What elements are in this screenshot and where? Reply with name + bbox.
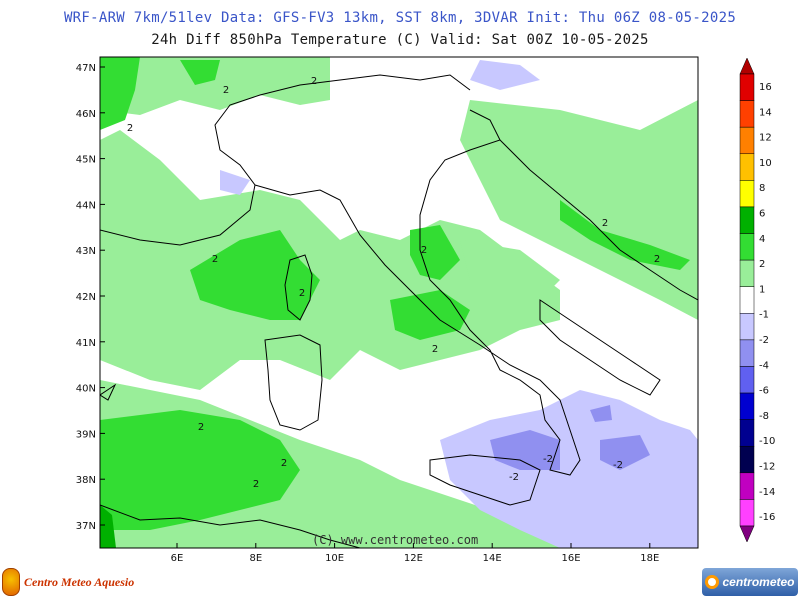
lat-label: 43N xyxy=(76,246,96,257)
lon-label: 6E xyxy=(171,553,184,564)
colorbar-segment xyxy=(739,206,755,234)
colorbar-label: 14 xyxy=(759,107,772,118)
contour-label: 2 xyxy=(253,479,259,490)
lat-label: 40N xyxy=(76,384,96,395)
colorbar-label: -14 xyxy=(759,487,775,498)
colorbar-segment xyxy=(739,153,755,181)
colorbar-label: 2 xyxy=(759,259,765,270)
colorbar-label: 12 xyxy=(759,133,772,144)
contour-label: 2 xyxy=(299,288,305,299)
contour-label: 2 xyxy=(311,76,317,87)
lon-label: 14E xyxy=(483,553,502,564)
colorbar-segment xyxy=(739,233,755,261)
copyright-text: (C) www.centrometeo.com xyxy=(312,533,479,547)
colorbar-label: -10 xyxy=(759,436,775,447)
logo-right-text: centrometeo xyxy=(722,575,795,589)
contour-labels: 2 2 2 2 2 2 2 2 2 2 2 2 -2 -2 -2 xyxy=(127,76,660,490)
contour-label: -2 xyxy=(509,472,519,483)
latitude-axis: 47N 46N 45N 44N 43N 42N 41N 40N 39N 38N 37N xyxy=(76,63,105,532)
colorbar-segment xyxy=(739,392,755,420)
contour-label: 2 xyxy=(198,422,204,433)
colorbar-segment xyxy=(739,366,755,394)
lon-label: 10E xyxy=(325,553,344,564)
contour-label: 2 xyxy=(127,123,133,134)
colorbar-segment xyxy=(739,180,755,208)
contour-label: 2 xyxy=(654,254,660,265)
lat-label: 39N xyxy=(76,429,96,440)
contour-label: 2 xyxy=(421,245,427,256)
colorbar-label: 1 xyxy=(759,284,765,295)
contour-label: 2 xyxy=(281,458,287,469)
centrometeo-logo: centrometeo xyxy=(702,568,798,596)
colorbar-label: -2 xyxy=(759,335,769,346)
lon-label: 18E xyxy=(640,553,659,564)
colorbar-segment xyxy=(739,126,755,155)
colorbar-segment xyxy=(739,313,755,341)
contour-label: -2 xyxy=(543,454,553,465)
colorbar-segment xyxy=(739,259,755,287)
colorbar-top-arrow xyxy=(739,57,755,75)
colorbar-label: 16 xyxy=(759,82,772,93)
lat-label: 42N xyxy=(76,292,96,303)
colorbar-label: -6 xyxy=(759,386,769,397)
colorbar-segment xyxy=(739,339,755,367)
contour-label: 2 xyxy=(223,85,229,96)
colorbar-label: -12 xyxy=(759,462,775,473)
longitude-axis: 6E 8E 10E 12E 14E 16E 18E xyxy=(171,543,659,564)
lat-label: 46N xyxy=(76,109,96,120)
colorbar-segment xyxy=(739,73,755,101)
lat-label: 38N xyxy=(76,475,96,486)
contour-label: 2 xyxy=(602,218,608,229)
lat-label: 41N xyxy=(76,338,96,349)
colorbar-label: -1 xyxy=(759,310,769,321)
colorbar: 16 14 12 10 8 6 4 2 1 -1 -2 -4 -6 -8 -10 -12 -14 -16 xyxy=(739,57,775,543)
colorbar-segment xyxy=(739,472,755,500)
colorbar-segment xyxy=(739,100,755,128)
contour-label: 2 xyxy=(432,344,438,355)
lon-label: 12E xyxy=(404,553,423,564)
centrometeo-o-icon xyxy=(705,575,720,589)
lon-label: 8E xyxy=(249,553,262,564)
lat-label: 37N xyxy=(76,521,96,532)
colorbar-label: -4 xyxy=(759,360,769,371)
lon-label: 16E xyxy=(561,553,580,564)
colorbar-segment xyxy=(739,286,755,314)
lat-label: 44N xyxy=(76,200,96,211)
map-frame xyxy=(99,56,699,549)
map-title-line1: WRF-ARW 7km/51lev Data: GFS-FV3 13km, SS… xyxy=(63,10,737,26)
colorbar-label: 8 xyxy=(759,183,765,194)
colorbar-label: 10 xyxy=(759,158,772,169)
colorbar-bottom-arrow xyxy=(739,525,755,543)
colorbar-label: 4 xyxy=(759,234,765,245)
colorbar-label: 6 xyxy=(759,209,765,220)
lat-label: 47N xyxy=(76,63,96,74)
colorbar-label: -8 xyxy=(759,411,769,422)
colorbar-segment xyxy=(739,499,755,527)
map-title-line2: 24h Diff 850hPa Temperature (C) Valid: S… xyxy=(151,32,649,48)
colorbar-segment xyxy=(739,419,755,447)
emblem-icon xyxy=(2,568,20,596)
temperature-field xyxy=(100,57,698,548)
contour-label: 2 xyxy=(212,254,218,265)
colorbar-label: -16 xyxy=(759,512,775,523)
contour-label: -2 xyxy=(613,460,623,471)
centro-meteo-aquesio-logo: Centro Meteo Aquesio xyxy=(2,568,134,596)
coastlines xyxy=(100,74,698,548)
lat-label: 45N xyxy=(76,155,96,166)
logo-left-text: Centro Meteo Aquesio xyxy=(24,574,135,589)
colorbar-segment xyxy=(739,445,755,474)
